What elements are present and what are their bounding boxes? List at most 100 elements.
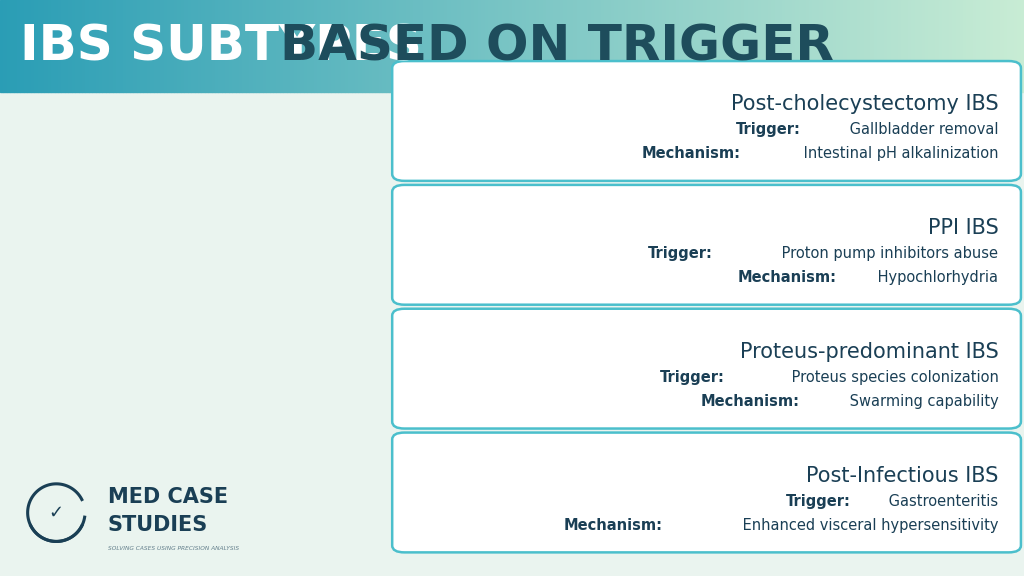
Bar — [730, 0, 734, 92]
Bar — [1014, 0, 1017, 92]
Text: Post-cholecystectomy IBS: Post-cholecystectomy IBS — [731, 94, 998, 114]
Bar — [891, 0, 894, 92]
Bar — [228, 0, 232, 92]
Bar — [273, 0, 276, 92]
Bar — [471, 0, 474, 92]
Bar — [847, 0, 850, 92]
Bar — [28, 0, 31, 92]
Bar — [658, 0, 663, 92]
Bar — [420, 0, 423, 92]
Bar — [304, 0, 307, 92]
Bar — [382, 0, 386, 92]
Bar — [58, 0, 61, 92]
Bar — [1021, 0, 1024, 92]
Text: STUDIES: STUDIES — [108, 516, 208, 535]
Bar — [819, 0, 822, 92]
Bar — [748, 0, 751, 92]
Bar — [280, 0, 284, 92]
Bar — [464, 0, 468, 92]
Bar — [734, 0, 737, 92]
Bar — [72, 0, 75, 92]
Bar — [195, 0, 198, 92]
Bar — [177, 0, 181, 92]
Bar — [20, 0, 24, 92]
Bar — [993, 0, 996, 92]
Bar — [105, 0, 110, 92]
Text: IBS SUBTYPES: IBS SUBTYPES — [20, 22, 439, 70]
Bar — [65, 0, 69, 92]
Bar — [512, 0, 515, 92]
Bar — [816, 0, 819, 92]
Bar — [366, 0, 369, 92]
Bar — [942, 0, 945, 92]
Bar — [184, 0, 187, 92]
Bar — [625, 0, 628, 92]
Bar — [215, 0, 218, 92]
Bar — [126, 0, 130, 92]
FancyBboxPatch shape — [392, 185, 1021, 305]
Bar — [604, 0, 607, 92]
Bar — [208, 0, 212, 92]
Bar — [225, 0, 228, 92]
Bar — [717, 0, 720, 92]
Bar — [481, 0, 484, 92]
Bar — [492, 0, 495, 92]
Bar — [92, 0, 95, 92]
Bar — [51, 0, 54, 92]
Bar — [430, 0, 433, 92]
Bar — [191, 0, 195, 92]
Text: Proton pump inhibitors abuse: Proton pump inhibitors abuse — [777, 246, 998, 261]
Bar — [898, 0, 901, 92]
Bar — [407, 0, 410, 92]
Text: Mechanism:: Mechanism: — [738, 270, 837, 285]
Bar — [218, 0, 222, 92]
Bar — [550, 0, 553, 92]
Bar — [157, 0, 161, 92]
Bar — [925, 0, 929, 92]
Bar — [908, 0, 911, 92]
Bar — [955, 0, 959, 92]
Bar — [454, 0, 458, 92]
Bar — [351, 0, 355, 92]
Bar — [796, 0, 799, 92]
Bar — [54, 0, 58, 92]
Bar — [809, 0, 812, 92]
Bar — [3, 0, 7, 92]
Bar — [376, 0, 379, 92]
Bar — [792, 0, 796, 92]
Bar — [331, 0, 335, 92]
Bar — [85, 0, 89, 92]
Bar — [269, 0, 273, 92]
Bar — [79, 0, 82, 92]
Bar — [1007, 0, 1011, 92]
Bar — [461, 0, 464, 92]
Bar — [556, 0, 560, 92]
Bar — [317, 0, 321, 92]
Bar — [171, 0, 174, 92]
Bar — [758, 0, 761, 92]
Bar — [75, 0, 79, 92]
Bar — [392, 0, 396, 92]
Bar — [607, 0, 611, 92]
Bar — [427, 0, 430, 92]
Bar — [642, 0, 645, 92]
Bar — [980, 0, 983, 92]
Bar — [663, 0, 666, 92]
Bar — [187, 0, 191, 92]
Bar — [140, 0, 143, 92]
Text: Trigger:: Trigger: — [786, 494, 851, 509]
Bar — [881, 0, 884, 92]
Bar — [853, 0, 857, 92]
Bar — [34, 0, 38, 92]
Bar — [89, 0, 92, 92]
Bar — [519, 0, 522, 92]
Text: MED CASE: MED CASE — [108, 487, 227, 506]
Bar — [935, 0, 939, 92]
Bar — [573, 0, 577, 92]
Text: SOLVING CASES USING PRECISION ANALYSIS: SOLVING CASES USING PRECISION ANALYSIS — [108, 547, 239, 551]
Bar — [597, 0, 601, 92]
Bar — [515, 0, 519, 92]
Bar — [310, 0, 314, 92]
Bar — [437, 0, 440, 92]
Text: BASED ON TRIGGER: BASED ON TRIGGER — [281, 22, 834, 70]
